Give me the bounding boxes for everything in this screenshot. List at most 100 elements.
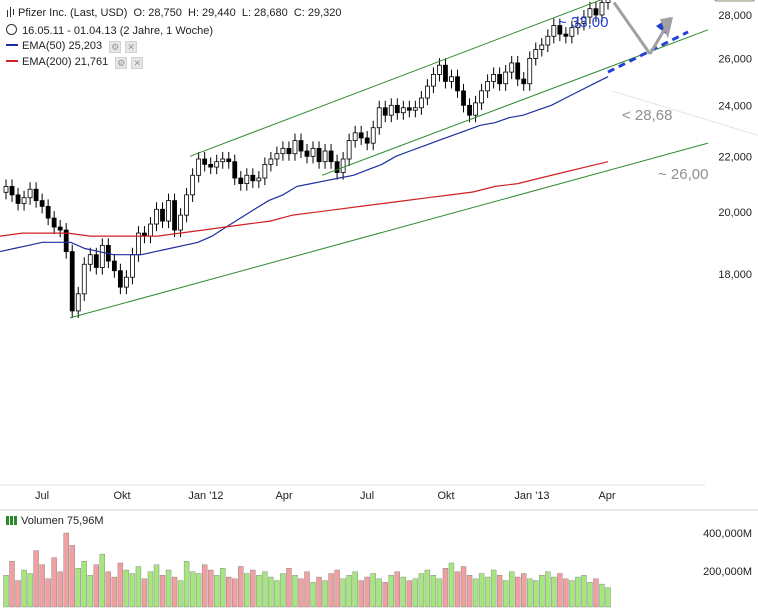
y-tick-label: 26,000 — [718, 53, 752, 65]
volume-bar — [171, 576, 178, 608]
volume-bar — [406, 580, 413, 608]
volume-tick-label: 400,000M — [703, 528, 752, 540]
candle-body — [256, 177, 262, 182]
volume-bar — [472, 578, 479, 608]
candle-body — [63, 229, 69, 252]
volume-icon — [6, 516, 18, 525]
candle-body — [310, 147, 316, 157]
volume-bar — [466, 575, 473, 608]
ema200-label: EMA(200) — [22, 56, 72, 68]
volume-bar — [268, 576, 274, 608]
volume-bar — [310, 582, 316, 608]
volume-bar — [334, 569, 340, 608]
candle-body — [111, 260, 117, 272]
x-tick-label: Jul — [35, 490, 49, 502]
candle-body — [593, 8, 599, 16]
x-tick-label: Jan '13 — [514, 490, 549, 502]
support-label: < 28,68 — [622, 107, 672, 124]
volume-bar — [69, 545, 75, 608]
rebound-arrowhead — [660, 17, 673, 39]
volume-bar — [508, 571, 515, 608]
candle-body — [479, 90, 484, 104]
close-icon[interactable]: ✕ — [125, 41, 138, 53]
low-value: L: 28,680 — [241, 7, 288, 19]
settings-icon[interactable]: ⚙ — [109, 41, 122, 53]
volume-bar — [370, 573, 376, 608]
volume-bar — [99, 553, 106, 608]
volume-bar — [51, 557, 57, 608]
y-tick-label: 18,000 — [718, 269, 752, 281]
volume-bar — [575, 576, 581, 608]
candle-body — [274, 153, 280, 160]
volume-bar — [183, 560, 190, 608]
volume-bar — [220, 568, 226, 608]
volume-bar — [551, 576, 557, 608]
candle-body — [551, 25, 557, 37]
candle-body — [220, 158, 226, 163]
volume-bar — [496, 575, 503, 608]
volume-label: Volumen — [21, 515, 64, 527]
symbol-name: Pfizer Inc. (Last, USD) — [18, 7, 128, 19]
volume-bar — [412, 578, 419, 608]
candle-body — [400, 107, 406, 114]
volume-bar — [539, 575, 545, 608]
volume-bar — [418, 573, 425, 608]
candle-body — [178, 214, 183, 231]
candle-body — [382, 107, 388, 116]
candle-body — [202, 158, 208, 165]
close-value: C: 29,320 — [293, 7, 342, 19]
clock-icon — [6, 24, 17, 35]
volume-bar — [9, 560, 15, 608]
candle-body — [262, 163, 268, 179]
volume-bar — [45, 578, 51, 608]
candle-body — [406, 107, 412, 111]
candle-body — [328, 150, 334, 163]
candle-body — [370, 127, 376, 144]
volume-bar — [436, 578, 443, 608]
candle-body — [196, 158, 202, 176]
period-header: 16.05.11 - 01.04.13 (2 Jahre, 1 Woche) — [6, 24, 213, 38]
close-icon[interactable]: ✕ — [131, 57, 144, 69]
volume-bar — [238, 566, 244, 608]
symbol-header: Pfizer Inc. (Last, USD) O: 28,750 H: 29,… — [6, 7, 342, 20]
x-tick-label: Okt — [113, 490, 130, 502]
candle-body — [15, 194, 21, 204]
candle-body — [214, 161, 220, 168]
x-tick-label: Okt — [437, 490, 454, 502]
volume-bar — [533, 580, 539, 608]
candle-body — [334, 161, 340, 173]
volume-bar — [105, 571, 112, 608]
candle-body — [244, 174, 250, 185]
candle-body — [27, 188, 33, 199]
candle-body — [268, 158, 274, 165]
ema200-value: 21,761 — [74, 56, 109, 68]
ema50-line — [0, 76, 609, 256]
candle-body — [388, 104, 394, 116]
candle-body — [563, 33, 569, 37]
volume-bar — [189, 571, 196, 608]
volume-bar — [484, 576, 491, 608]
candle-body — [461, 90, 466, 106]
volume-bar — [165, 569, 172, 608]
volume-bar — [147, 571, 154, 608]
candle-body — [527, 58, 533, 85]
candle-body — [33, 188, 39, 201]
target-down-arrow — [607, 30, 689, 74]
volume-bar — [304, 571, 310, 608]
volume-bar — [153, 564, 160, 608]
volume-bar — [141, 578, 148, 608]
volume-bar — [388, 575, 394, 608]
candle-body — [3, 185, 9, 193]
candle-body — [587, 8, 593, 18]
volume-bar — [502, 580, 509, 608]
ema50-swatch — [6, 44, 18, 46]
ema200-swatch — [6, 60, 18, 62]
volume-bar — [135, 566, 142, 608]
volume-bar — [521, 573, 527, 608]
x-tick-label: Jul — [360, 490, 374, 502]
settings-icon[interactable]: ⚙ — [115, 57, 128, 69]
volume-bar — [129, 573, 136, 608]
volume-bar — [87, 575, 93, 608]
volume-bar — [599, 583, 605, 608]
candle-body — [557, 25, 563, 35]
